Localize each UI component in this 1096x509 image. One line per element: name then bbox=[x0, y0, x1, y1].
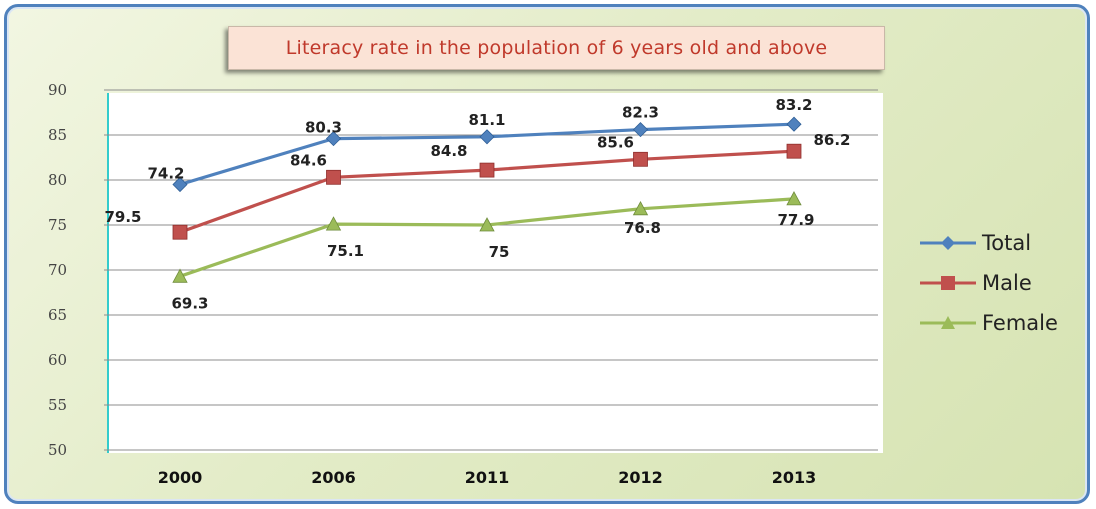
data-point-female bbox=[479, 217, 495, 232]
data-label: 82.3 bbox=[622, 104, 659, 122]
data-point-female bbox=[786, 191, 802, 206]
data-point-male bbox=[633, 151, 648, 167]
data-label: 75 bbox=[489, 243, 510, 261]
legend-item-total: Total bbox=[918, 228, 1088, 258]
data-label: 85.6 bbox=[597, 133, 634, 151]
legend-item-male: Male bbox=[918, 268, 1088, 298]
chart-title-box: Literacy rate in the population of 6 yea… bbox=[228, 26, 885, 70]
y-tick-label: 55 bbox=[48, 396, 67, 414]
data-point-male bbox=[479, 162, 495, 178]
data-label: 83.2 bbox=[775, 96, 812, 114]
series-line-female bbox=[179, 197, 795, 278]
y-tick-label: 80 bbox=[48, 171, 67, 189]
data-label: 81.1 bbox=[468, 111, 505, 129]
data-label: 79.5 bbox=[104, 208, 141, 226]
data-point-total bbox=[632, 122, 649, 138]
chart-frame: Literacy rate in the population of 6 yea… bbox=[4, 4, 1090, 504]
data-label: 84.6 bbox=[290, 151, 327, 169]
y-tick-label: 60 bbox=[48, 351, 67, 369]
y-tick-label: 90 bbox=[48, 81, 67, 99]
data-point-total bbox=[479, 129, 495, 145]
x-tick-label: 2011 bbox=[465, 468, 510, 487]
y-tick-label: 85 bbox=[48, 126, 67, 144]
data-label: 75.1 bbox=[327, 242, 364, 260]
legend-label: Total bbox=[982, 231, 1032, 255]
x-tick-label: 2013 bbox=[772, 468, 817, 487]
y-tick-label: 70 bbox=[48, 261, 67, 279]
legend-label: Female bbox=[982, 311, 1058, 335]
data-point-male bbox=[326, 169, 341, 185]
data-point-total bbox=[325, 131, 342, 147]
data-label: 80.3 bbox=[305, 119, 342, 137]
data-point-female bbox=[172, 268, 188, 283]
data-point-total bbox=[786, 116, 802, 132]
y-tick-label: 65 bbox=[48, 306, 67, 324]
legend-item-female: Female bbox=[918, 308, 1088, 338]
data-point-female bbox=[632, 200, 649, 216]
data-label: 84.8 bbox=[430, 142, 467, 160]
y-tick-label: 50 bbox=[48, 441, 67, 459]
data-label: 76.8 bbox=[624, 219, 661, 237]
chart-title: Literacy rate in the population of 6 yea… bbox=[285, 37, 828, 59]
x-tick-label: 2012 bbox=[618, 468, 663, 487]
data-point-male bbox=[172, 224, 188, 240]
legend-label: Male bbox=[982, 271, 1032, 295]
legend-swatch-total bbox=[920, 236, 976, 250]
x-tick-label: 2000 bbox=[158, 468, 203, 487]
data-point-female bbox=[325, 216, 342, 231]
data-point-total bbox=[172, 176, 188, 193]
y-tick-label: 75 bbox=[48, 216, 67, 234]
data-label: 86.2 bbox=[813, 131, 850, 149]
legend-swatch-female bbox=[920, 316, 976, 329]
data-label: 77.9 bbox=[777, 211, 814, 229]
legend-swatch-male bbox=[920, 276, 976, 290]
x-tick-label: 2006 bbox=[311, 468, 356, 487]
data-label: 69.3 bbox=[171, 294, 208, 312]
data-label: 74.2 bbox=[147, 165, 184, 183]
data-point-male bbox=[786, 143, 802, 159]
